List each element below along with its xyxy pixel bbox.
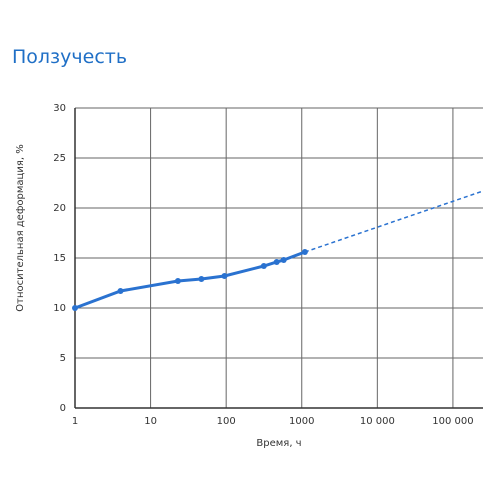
x-tick-label: 1	[72, 416, 78, 427]
point	[280, 257, 287, 263]
x-axis-label: Время, ч	[256, 438, 301, 449]
point	[117, 288, 124, 294]
y-tick-label: 20	[53, 203, 66, 214]
y-tick-label: 30	[53, 103, 66, 114]
x-tick-label: 1000	[289, 416, 314, 427]
line	[304, 190, 484, 253]
y-tick-label: 10	[53, 303, 66, 314]
point	[198, 276, 205, 282]
chart-title: Ползучесть	[12, 46, 127, 68]
point	[174, 278, 181, 284]
y-tick-label: 15	[53, 253, 66, 264]
y-tick-label: 25	[53, 153, 66, 164]
y-axis-label: Относительная деформация, %	[15, 144, 26, 311]
point	[273, 259, 280, 265]
x-tick-label: 10 000	[360, 416, 395, 427]
point	[221, 273, 228, 279]
point	[72, 305, 78, 311]
x-tick-label: 100 000	[432, 416, 473, 427]
line	[74, 250, 306, 310]
y-tick-label: 5	[60, 353, 66, 364]
y-tick-label: 0	[60, 403, 66, 414]
x-tick-label: 100	[217, 416, 236, 427]
point	[260, 263, 267, 269]
x-tick-label: 10	[144, 416, 157, 427]
